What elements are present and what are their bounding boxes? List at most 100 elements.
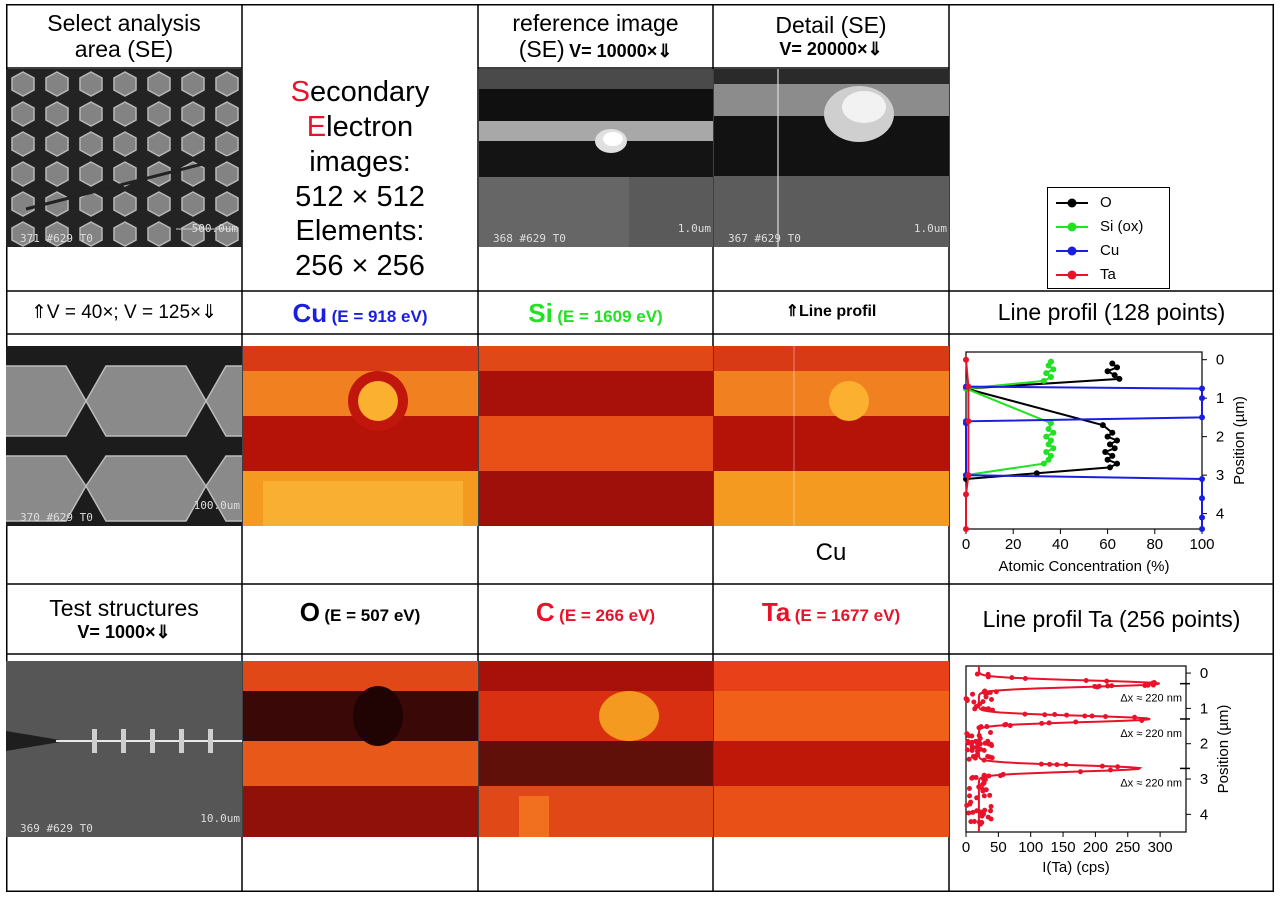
c-symbol: C	[535, 597, 555, 627]
ta-data-point	[1007, 723, 1013, 729]
ta-data-point	[1022, 676, 1028, 682]
ta-data-point	[1099, 763, 1105, 769]
ta-data-point	[974, 671, 980, 677]
cu-map-header: Cu (E = 918 eV)	[242, 291, 478, 334]
plot-area	[965, 665, 1187, 833]
y-tick-label: 4	[1200, 806, 1208, 823]
data-point	[1050, 445, 1057, 452]
y-tick-label: 3	[1216, 467, 1224, 484]
legend-swatch-marker	[1067, 246, 1077, 255]
data-point	[1050, 429, 1057, 436]
delta-x-annotation: Δx ≈ 220 nm	[1120, 777, 1182, 789]
line-profile-arrow-header: ⇑Line profil	[713, 291, 949, 334]
x-tick-label: 200	[1083, 839, 1108, 856]
reference-magnification: V= 10000×⇓	[569, 41, 673, 61]
ta-data-point	[1046, 720, 1052, 726]
sem-overview-label: 371 #629 T0	[20, 232, 93, 245]
legend-swatch	[1056, 246, 1088, 255]
ta-data-point	[980, 706, 986, 712]
data-point	[963, 356, 969, 363]
ta-data-point	[970, 753, 976, 759]
y-tick-label: 0	[1216, 352, 1224, 369]
si-elemental-map	[479, 346, 713, 526]
ta-data-point	[1096, 683, 1102, 689]
ta-data-point	[1104, 678, 1110, 684]
ta-data-point	[989, 755, 995, 761]
ta-data-point	[1073, 719, 1079, 725]
data-point	[1043, 449, 1050, 456]
select-area-header: Select analysis area (SE)	[6, 4, 242, 68]
ta-data-point	[982, 740, 988, 746]
ta-data-point	[971, 819, 977, 825]
legend-swatch-marker	[1067, 222, 1077, 231]
y-axis-label: Position (µm)	[1215, 705, 1232, 794]
ta-data-point	[969, 775, 975, 781]
data-point	[1043, 370, 1050, 377]
data-point	[1047, 420, 1054, 427]
data-point	[1114, 364, 1121, 371]
ta-data-point	[1107, 767, 1113, 773]
cu-energy: (E = 918 eV)	[331, 307, 428, 326]
ta-data-point	[964, 802, 970, 808]
ta-data-point	[1022, 711, 1028, 717]
ta-data-point	[988, 729, 994, 735]
ta-data-point	[973, 774, 979, 780]
y-tick-label: 3	[1200, 771, 1208, 788]
ta-data-point	[965, 738, 971, 744]
legend-item: Si (ox)	[1054, 218, 1143, 235]
cu-caption-text: Cu	[815, 539, 847, 566]
ta-data-point	[964, 747, 970, 753]
ta-data-point	[963, 696, 969, 702]
data-point	[1109, 360, 1116, 367]
x-tick-label: 80	[1146, 536, 1163, 553]
ta-map-header: Ta (E = 1677 eV)	[713, 584, 949, 654]
data-point	[1106, 464, 1113, 471]
legend-swatch-marker	[1067, 198, 1077, 207]
magnification-label: ⇑V = 40×; V = 125×⇓	[30, 301, 218, 323]
sem-test-scale: 10.0um	[200, 812, 240, 825]
figure-grid: Select analysis area (SE) Secondary Elec…	[6, 4, 1274, 892]
ta-data-point	[976, 784, 982, 790]
data-point	[1199, 495, 1205, 502]
ta-data-point	[980, 786, 986, 792]
secondary-electron-description: Secondary Electron images: 512 × 512 Ele…	[242, 68, 478, 291]
plot-area	[965, 351, 1203, 530]
grid-lines	[6, 4, 1274, 892]
sem-test-structures-image: 369 #629 T0 10.0um	[6, 661, 242, 837]
x-tick-label: 60	[1099, 536, 1116, 553]
sem-overview-image: 371 #629 T0 500.0um	[6, 69, 242, 247]
detail-magnification: V= 20000×⇓	[779, 38, 883, 59]
data-point	[1199, 514, 1205, 521]
ta-data-point	[972, 706, 978, 712]
ta-data-point	[981, 757, 987, 763]
test-structures-magnification: V= 1000×⇓	[77, 621, 171, 642]
data-point	[1045, 456, 1052, 463]
ta-data-point	[966, 786, 972, 792]
ta-data-point	[1139, 718, 1145, 724]
ta-data-point	[978, 724, 984, 730]
ta-data-point	[982, 807, 988, 813]
sem-detail-image: 367 #629 T0 1.0um	[714, 69, 949, 247]
sem-structure-label: 370 #629 T0	[20, 511, 93, 524]
data-point	[1104, 433, 1111, 440]
data-point	[1099, 422, 1106, 429]
ta-data-point	[976, 733, 982, 739]
ta-data-point	[967, 793, 973, 799]
sem-structure-image: 370 #629 T0 100.0um	[6, 346, 242, 526]
ta-data-point	[1054, 762, 1060, 768]
sem-detail-label: 367 #629 T0	[728, 232, 801, 245]
line-profile-chart: 0 20 40 60 80 100 0 1 2 3 4 Atomic Concentration (%…	[962, 351, 1248, 575]
ta-data-point	[988, 803, 994, 809]
ta-data-point	[970, 809, 976, 815]
si-symbol: Si	[528, 298, 553, 328]
ta-data-point	[1077, 769, 1083, 775]
data-point	[1045, 441, 1052, 448]
reference-line1: reference image	[512, 9, 679, 36]
ta-data-point	[986, 773, 992, 779]
legend-swatch	[1056, 198, 1088, 207]
data-point	[1109, 429, 1116, 436]
legend-item: Ta	[1054, 266, 1116, 283]
data-point	[965, 383, 972, 390]
line-profile-arrow-label: ⇑Line profil	[785, 303, 877, 321]
ta-data-point	[974, 795, 980, 801]
